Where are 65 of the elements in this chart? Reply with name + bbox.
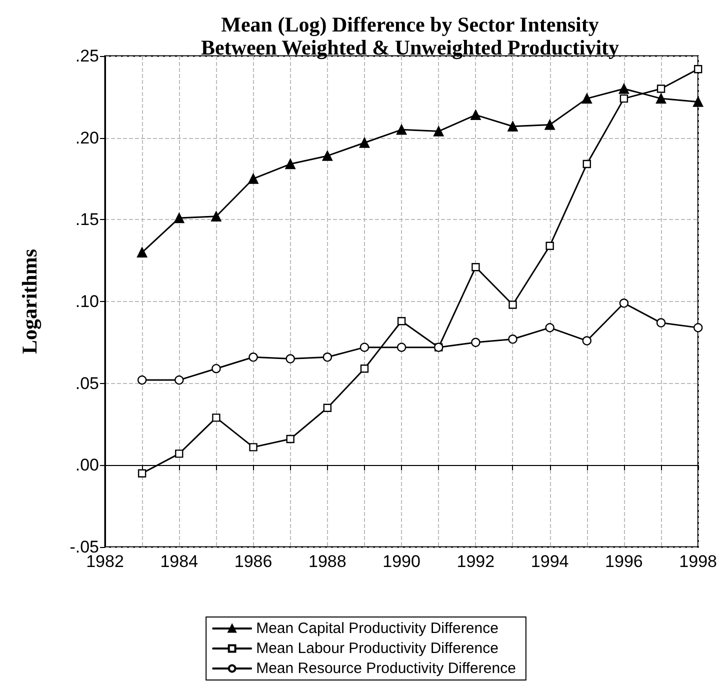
point — [434, 126, 444, 136]
point — [174, 212, 184, 224]
point — [359, 138, 370, 148]
point — [656, 93, 666, 104]
point — [692, 96, 704, 107]
x-tick-label: 1990 — [382, 552, 420, 571]
point — [286, 434, 294, 444]
point — [248, 174, 258, 184]
y-tick-label: .00 — [75, 456, 99, 475]
point — [656, 84, 666, 93]
point — [212, 414, 220, 422]
point — [212, 364, 221, 374]
y-tick-label: .05 — [75, 374, 99, 393]
point — [618, 84, 630, 94]
point — [248, 352, 258, 362]
point — [694, 64, 702, 74]
point — [286, 354, 295, 364]
point — [508, 334, 518, 344]
point — [656, 318, 666, 328]
point — [470, 110, 481, 120]
point — [136, 247, 148, 258]
y-axis-title: Logarithms — [18, 249, 42, 354]
point — [211, 211, 222, 222]
y-tick-label: .15 — [75, 210, 99, 230]
point — [471, 338, 480, 348]
point — [138, 469, 146, 478]
y-tick-label: .10 — [75, 292, 99, 311]
point — [322, 150, 333, 161]
point — [545, 323, 554, 332]
point — [546, 242, 554, 250]
point — [285, 158, 296, 170]
x-tick-label: 1992 — [456, 552, 495, 571]
point — [582, 93, 592, 104]
point — [360, 342, 370, 352]
point — [472, 263, 480, 272]
legend-label: Mean Labour Productivity Difference — [256, 640, 498, 657]
y-tick-label: .25 — [75, 46, 99, 66]
x-tick-label: 1984 — [160, 552, 198, 571]
point — [249, 443, 258, 452]
point — [396, 124, 407, 135]
point — [175, 450, 184, 458]
y-tick-label: .20 — [75, 128, 99, 148]
legend-label: Mean Capital Productivity Difference — [256, 620, 498, 637]
point — [322, 352, 332, 362]
point — [397, 317, 406, 326]
x-tick-label: 1986 — [234, 552, 272, 571]
point — [360, 364, 369, 373]
point — [323, 404, 332, 412]
x-tick-label: 1988 — [308, 552, 346, 571]
point — [508, 300, 517, 309]
chart-title: Mean (Log) Difference by Sector Intensity Between Weighted & Unweighted Productivity — [200, 12, 620, 60]
point — [620, 94, 628, 103]
point — [582, 160, 591, 168]
point — [174, 375, 184, 385]
point — [544, 120, 555, 130]
point — [694, 323, 703, 332]
x-tick-label: 1994 — [530, 552, 569, 571]
point — [508, 121, 518, 132]
point — [137, 375, 147, 385]
point — [396, 342, 406, 352]
point — [619, 298, 629, 308]
x-tick-label: 1996 — [605, 552, 643, 571]
x-tick-label: 1998 — [679, 552, 718, 571]
point — [582, 336, 592, 346]
legend-label: Mean Resource Productivity Difference — [256, 660, 516, 677]
